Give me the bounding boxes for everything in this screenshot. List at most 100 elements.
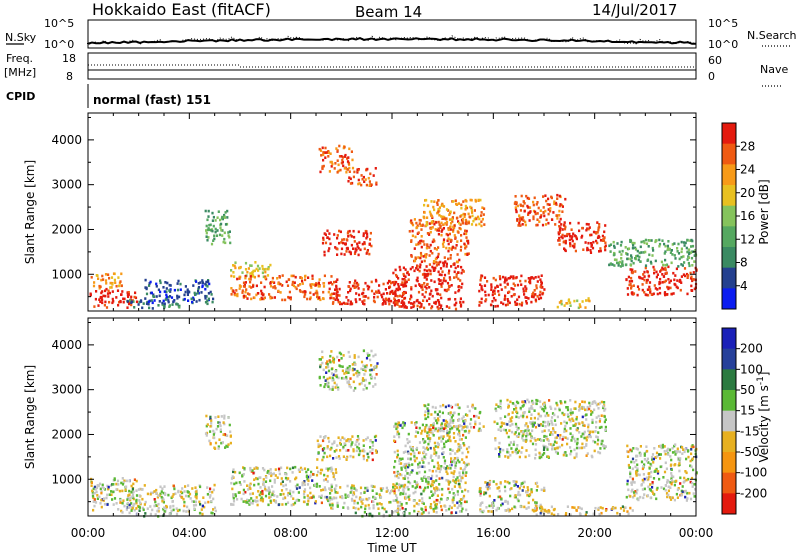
velocity-echo-cell [277, 467, 281, 471]
power-echo-cell [117, 276, 120, 279]
velocity-echo-cell [633, 481, 636, 484]
velocity-echo-cell [369, 446, 372, 449]
velocity-echo-cell [406, 441, 409, 445]
power-echo-cell [627, 275, 630, 279]
velocity-echo-cell [354, 488, 357, 492]
power-echo-cell [542, 195, 545, 198]
power-echo-cell [534, 210, 537, 214]
power-echo-cell [165, 290, 168, 293]
power-echo-cell [483, 276, 487, 279]
power-echo-cell [99, 285, 102, 289]
velocity-echo-cell [198, 500, 201, 504]
velocity-echo-cell [372, 354, 375, 358]
power-echo-cell [288, 296, 291, 300]
velocity-echo-cell [349, 377, 352, 380]
velocity-echo-cell [509, 488, 512, 491]
velocity-echo-cell [659, 444, 662, 448]
velocity-echo-cell [402, 488, 405, 491]
velocity-echo-cell [292, 503, 295, 506]
power-echo-cell [153, 295, 156, 298]
velocity-echo-cell [368, 353, 371, 357]
velocity-echo-cell [535, 501, 538, 505]
power-echo-cell [269, 284, 273, 288]
power-echo-cell [507, 300, 510, 303]
velocity-echo-cell [532, 509, 536, 513]
power-echo-cell [338, 294, 341, 297]
velocity-echo-cell [509, 454, 512, 457]
power-echo-cell [392, 292, 395, 295]
power-echo-cell [436, 305, 439, 309]
velocity-echo-cell [444, 422, 447, 426]
power-echo-cell [445, 262, 448, 266]
velocity-echo-cell [251, 492, 254, 495]
velocity-echo-cell [678, 469, 681, 473]
power-echo-cell [435, 264, 438, 267]
power-echo-cell [551, 218, 554, 221]
velocity-echo-cell [233, 482, 236, 486]
velocity-echo-cell [627, 463, 630, 467]
velocity-echo-cell [248, 486, 251, 489]
velocity-echo-cell [437, 467, 441, 470]
power-echo-cell [303, 295, 306, 299]
power-echo-cell [374, 278, 378, 282]
freq-label-line1: Freq. [6, 52, 33, 65]
velocity-echo-cell [432, 423, 435, 427]
power-echo-cell [327, 290, 330, 294]
power-echo-cell [434, 266, 437, 270]
velocity-echo-cell [643, 458, 646, 461]
power-echo-cell [145, 286, 148, 290]
velocity-echo-cell [336, 491, 339, 494]
power-echo-cell [394, 268, 397, 272]
velocity-echo-cell [562, 453, 565, 457]
velocity-echo-cell [669, 481, 672, 484]
velocity-echo-cell [514, 422, 518, 426]
power-echo-cell [418, 269, 421, 273]
velocity-echo-cell [208, 496, 212, 499]
power-echo-cell [643, 270, 646, 274]
power-echo-cell [252, 283, 255, 287]
power-echo-cell [134, 291, 137, 295]
power-echo-cell [664, 250, 667, 253]
velocity-echo-cell [507, 456, 510, 459]
power-echo-cell [330, 165, 333, 168]
velocity-echo-cell [604, 407, 607, 411]
velocity-echo-cell [467, 490, 470, 493]
power-echo-cell [144, 286, 147, 289]
power-echo-cell [678, 280, 681, 283]
power-echo-cell [563, 227, 567, 231]
velocity-echo-cell [278, 469, 281, 472]
velocity-echo-cell [463, 425, 467, 428]
velocity-echo-cell [91, 491, 94, 494]
power-echo-cell [621, 249, 624, 253]
velocity-echo-cell [525, 507, 528, 510]
power-echo-cell [249, 278, 252, 281]
velocity-echo-cell [564, 451, 567, 454]
velocity-echo-cell [219, 428, 222, 431]
velocity-echo-cell [144, 512, 147, 515]
power-echo-cell [326, 236, 329, 239]
power-echo-cell [112, 272, 116, 275]
velocity-echo-cell [398, 473, 402, 476]
velocity-echo-cell [340, 495, 344, 498]
power-echo-cell [629, 268, 632, 271]
velocity-echo-cell [402, 477, 405, 480]
power-echo-cell [338, 241, 341, 245]
power-echo-cell [144, 297, 147, 300]
velocity-echo-cell [573, 407, 576, 410]
velocity-echo-cell [170, 509, 173, 513]
velocity-echo-cell [522, 414, 525, 418]
velocity-echo-cell [457, 448, 460, 451]
power-echo-cell [165, 287, 168, 290]
velocity-echo-cell [639, 445, 642, 448]
power-echo-cell [115, 296, 118, 299]
power-echo-cell [365, 231, 368, 235]
velocity-echo-cell [507, 405, 510, 408]
velocity-echo-cell [434, 406, 437, 409]
velocity-echo-cell [305, 470, 308, 474]
velocity-echo-cell [557, 513, 560, 516]
power-echo-cell [689, 251, 692, 254]
power-echo-cell [446, 233, 450, 237]
power-echo-cell [590, 242, 593, 245]
power-echo-cell [632, 292, 636, 295]
power-echo-cell [426, 232, 429, 235]
